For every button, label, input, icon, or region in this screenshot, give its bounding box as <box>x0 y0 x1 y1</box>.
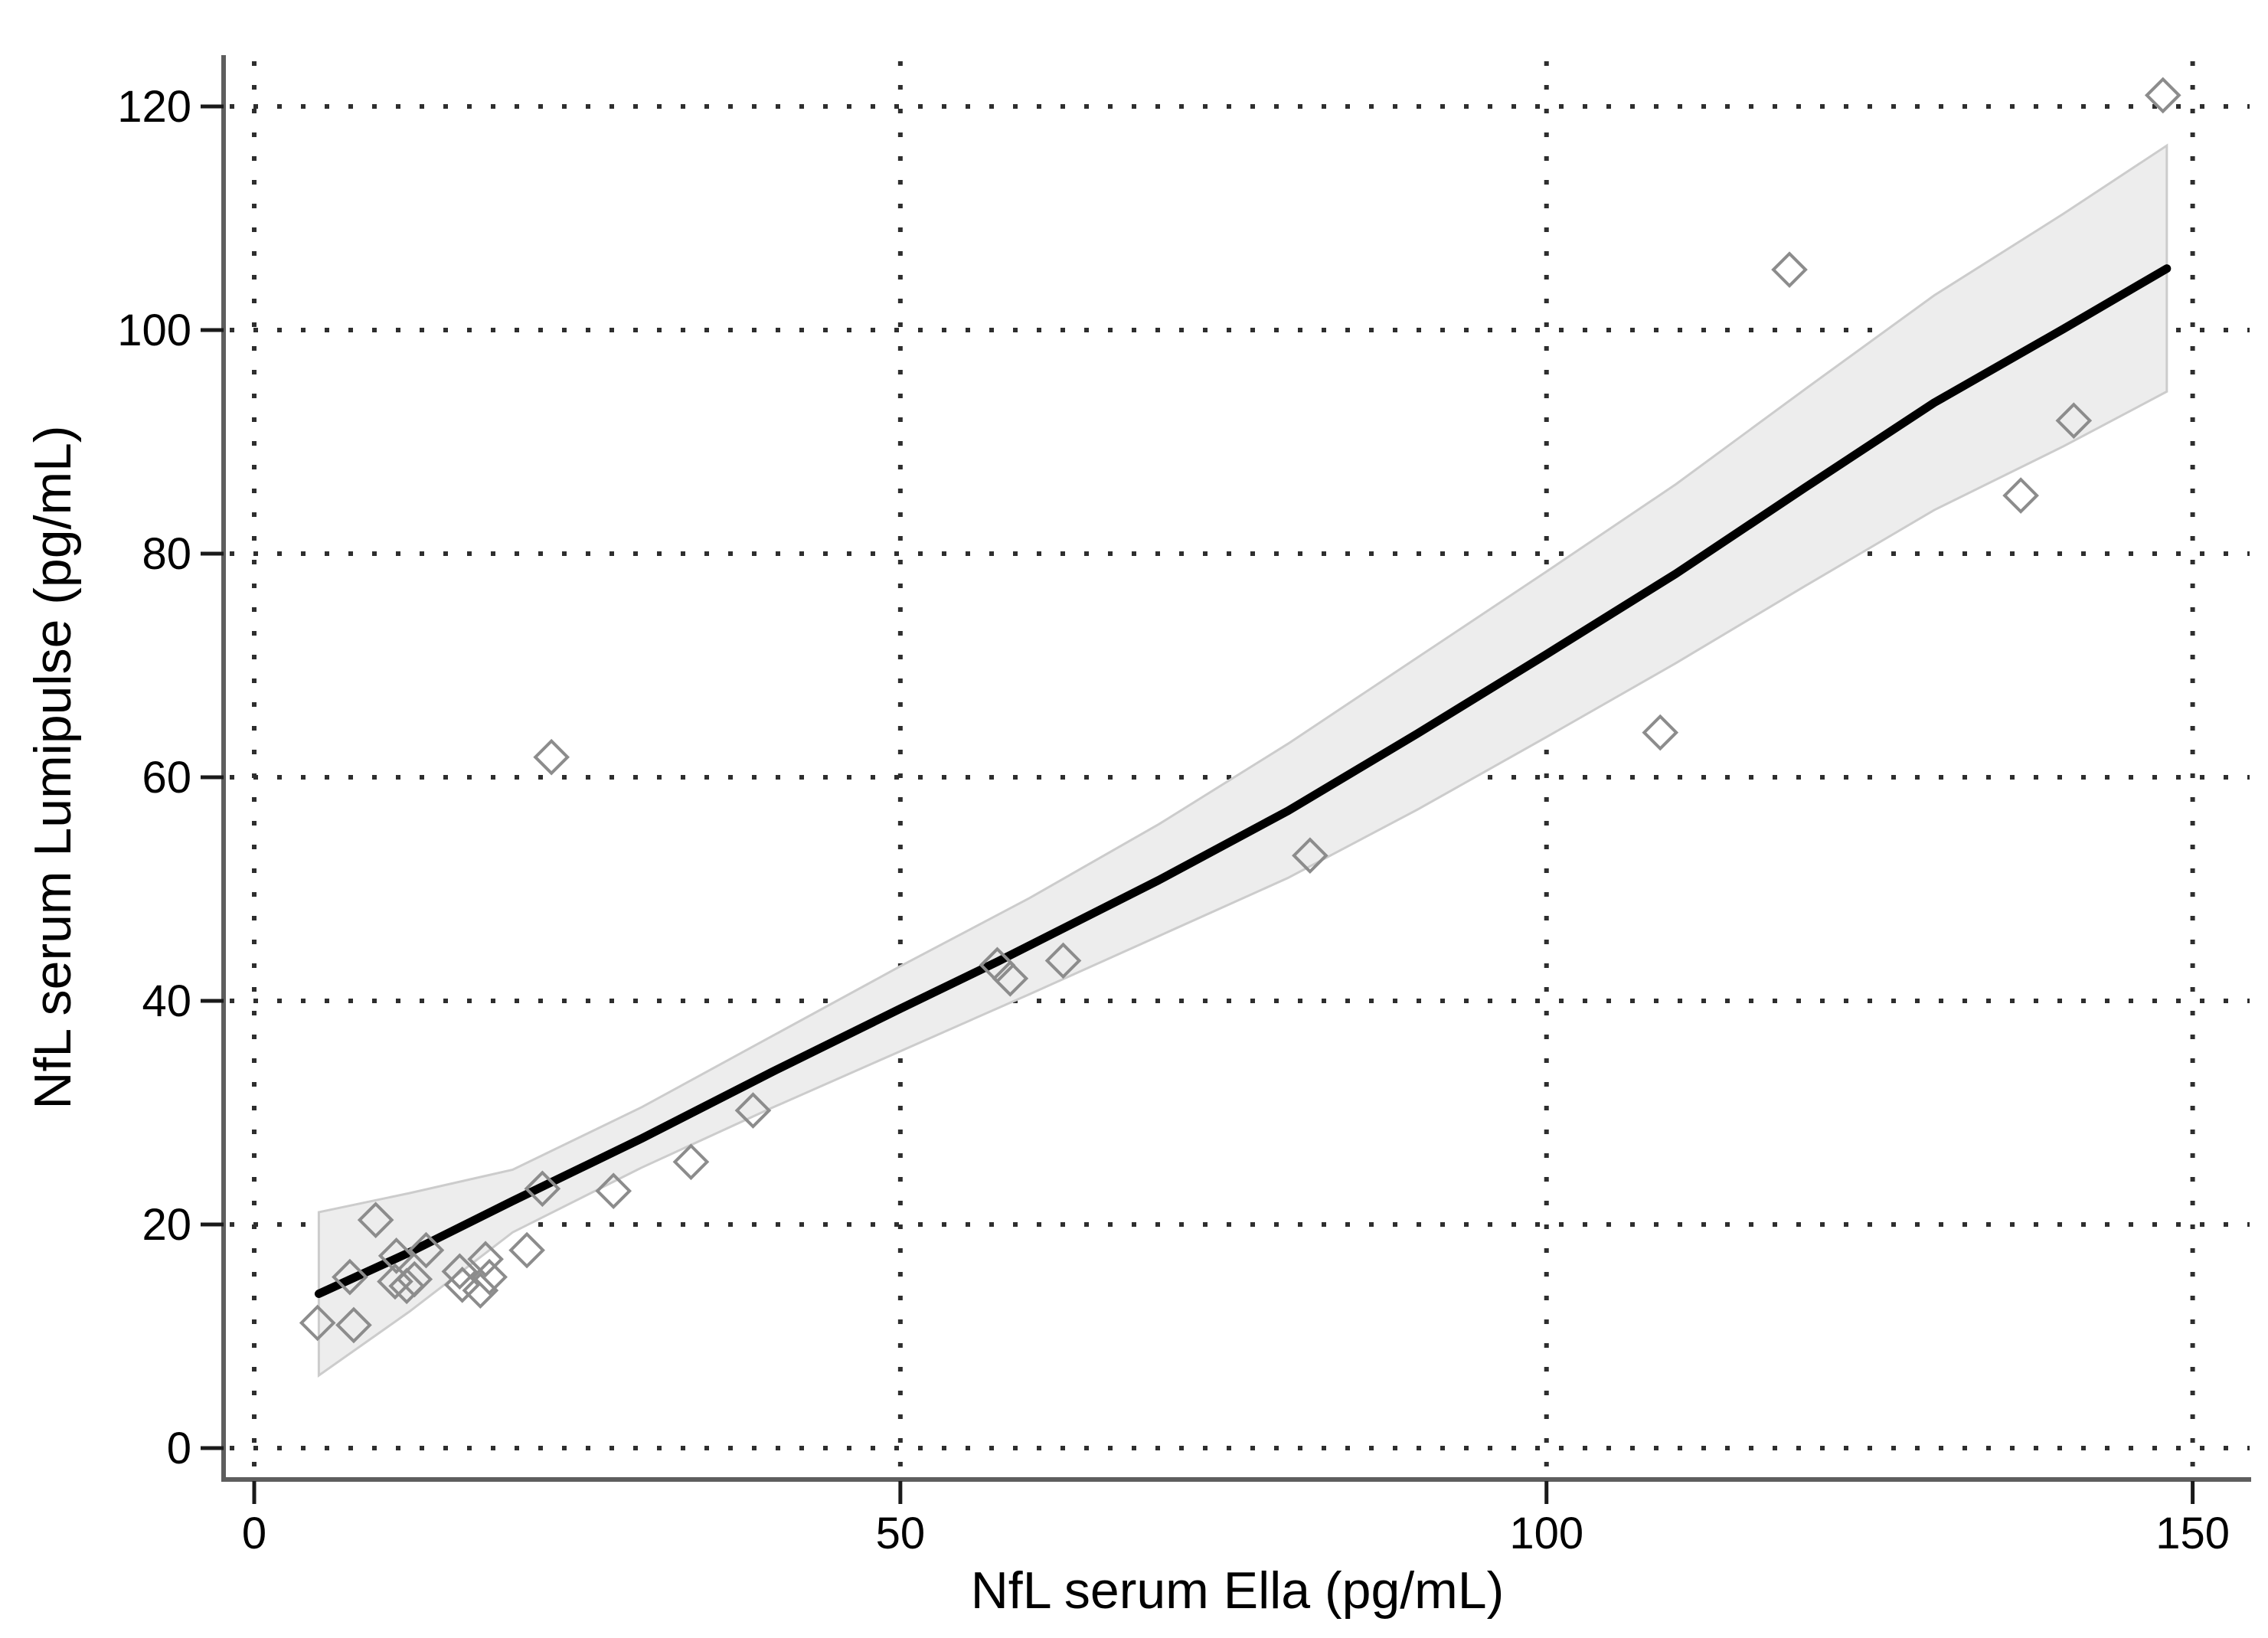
y-tick-label-100: 100 <box>117 306 191 355</box>
data-point <box>462 1272 499 1309</box>
data-point <box>471 1258 508 1296</box>
data-point <box>443 1267 481 1303</box>
axes-group <box>221 55 2251 1482</box>
y-tick-label-80: 80 <box>142 529 191 579</box>
fit-line <box>314 264 2172 1299</box>
y-tick-label-20: 20 <box>142 1200 191 1250</box>
data-point <box>357 1202 394 1238</box>
x-axis-title: NfL serum Ella (pg/mL) <box>971 1561 1505 1620</box>
x-tick-label-0: 0 <box>242 1509 266 1558</box>
data-point <box>377 1237 415 1274</box>
data-point <box>508 1231 545 1269</box>
data-point <box>396 1260 433 1298</box>
y-axis-title: NfL serum Lumipulse (pg/mL) <box>24 425 82 1109</box>
data-point <box>377 1263 413 1300</box>
data-point <box>1642 714 1679 751</box>
gridlines-group <box>230 61 2250 1476</box>
data-point <box>2055 402 2093 440</box>
data-point <box>388 1267 425 1305</box>
data-point <box>1292 837 1328 875</box>
x-tick-label-150: 150 <box>2155 1509 2230 1558</box>
y-tick-label-60: 60 <box>142 753 191 803</box>
data-point <box>734 1092 772 1129</box>
data-point <box>335 1306 372 1344</box>
data-point <box>595 1172 632 1210</box>
ticks-group <box>201 104 2195 1504</box>
tick-labels-group: 0 50 100 150 0 20 40 60 80 100 120 <box>117 82 2230 1558</box>
data-point <box>441 1253 479 1290</box>
data-point <box>524 1170 561 1208</box>
data-point <box>992 960 1029 997</box>
fit-line-group <box>314 264 2172 1299</box>
data-point <box>1771 251 1808 288</box>
y-tick-label-40: 40 <box>142 976 191 1026</box>
data-point <box>467 1241 504 1278</box>
data-point <box>2144 77 2181 114</box>
y-tick-label-0: 0 <box>167 1424 191 1473</box>
data-points-group <box>299 77 2181 1344</box>
data-point <box>1044 942 1082 979</box>
x-tick-label-50: 50 <box>876 1509 926 1558</box>
data-point <box>2002 477 2039 514</box>
y-tick-label-120: 120 <box>117 82 191 132</box>
data-point <box>407 1231 445 1269</box>
data-point <box>672 1143 710 1181</box>
data-point <box>533 738 570 776</box>
data-point <box>332 1258 368 1296</box>
data-point <box>299 1304 336 1342</box>
x-tick-label-100: 100 <box>1509 1509 1583 1558</box>
